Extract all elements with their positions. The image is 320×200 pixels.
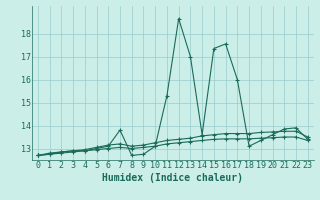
X-axis label: Humidex (Indice chaleur): Humidex (Indice chaleur) [102, 173, 243, 183]
